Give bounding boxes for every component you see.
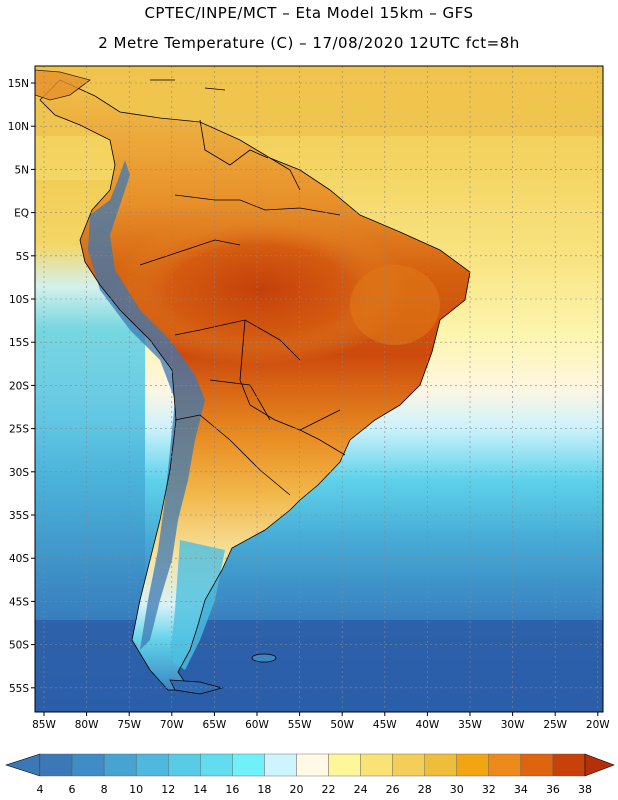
lon-label: 30W	[501, 719, 525, 731]
colorbar-segment	[520, 753, 554, 777]
lat-label: 15S	[9, 337, 29, 349]
colorbar-label: 16	[225, 783, 239, 796]
colorbar-segment	[328, 753, 361, 777]
lat-label: 5N	[14, 164, 29, 176]
colorbar-label: 38	[578, 783, 592, 796]
colorbar-segment	[360, 753, 393, 777]
colorbar-label: 12	[161, 783, 175, 796]
map-title-line1: CPTEC/INPE/MCT – Eta Model 15km – GFS	[144, 4, 474, 22]
colorbar-left-arrow	[5, 753, 41, 777]
map-title-line2: 2 Metre Temperature (C) – 17/08/2020 12U…	[98, 34, 520, 52]
lon-label: 65W	[203, 719, 227, 731]
latitude-axis: 15N 10N 5N EQ 5S 10S 15S 20S 25S 30S 35S 40S 45S 50S 5…	[8, 78, 35, 695]
lat-label: 50S	[9, 640, 29, 652]
colorbar-label: 30	[450, 783, 464, 796]
colorbar-segment	[168, 753, 201, 777]
colorbar-label: 34	[514, 783, 528, 796]
lat-label: 25S	[9, 424, 29, 436]
colorbar-label: 22	[322, 783, 336, 796]
lon-label: 45W	[373, 719, 397, 731]
lon-label: 25W	[543, 719, 567, 731]
andes-cold-strip	[88, 160, 205, 650]
lat-label: 10S	[9, 294, 29, 306]
lon-label: 60W	[245, 719, 269, 731]
lon-label: 70W	[160, 719, 184, 731]
colorbar-segment	[264, 753, 297, 777]
colorbar-segment	[552, 753, 586, 777]
colorbar-segment	[200, 753, 233, 777]
colorbar-segment	[392, 753, 425, 777]
amazon-hot-core	[110, 215, 410, 365]
lon-label: 50W	[330, 719, 354, 731]
south-america-landmass	[40, 80, 470, 690]
colorbar-segment	[39, 753, 73, 777]
colorbar-label: 14	[193, 783, 207, 796]
colorbar-label: 10	[129, 783, 143, 796]
lon-label: 20W	[586, 719, 610, 731]
colorbar-label: 18	[257, 783, 271, 796]
plot-frame	[34, 65, 604, 713]
lat-label: 55S	[9, 683, 29, 695]
colorbar-label: 20	[289, 783, 303, 796]
patagonia-cool	[170, 540, 225, 670]
colorbar-right-arrow	[584, 753, 615, 777]
temperature-colorbar: 4 6 8 10 12 14 16 18 20 22 24 26 28 30 32 34 36 38	[5, 753, 615, 796]
colorbar-segment	[135, 753, 169, 777]
caribbean-islands	[150, 79, 226, 91]
lat-label: 45S	[9, 596, 29, 608]
country-borders	[39, 79, 471, 691]
colorbar-label: 36	[546, 783, 560, 796]
lon-label: 80W	[75, 719, 99, 731]
tierra-del-fuego	[169, 679, 224, 695]
colorbar-segment	[424, 753, 457, 777]
colorbar-segment	[103, 753, 137, 777]
lat-label: 15N	[8, 78, 29, 90]
lat-label: 35S	[9, 510, 29, 522]
falkland-islands	[251, 653, 277, 663]
lon-label: 85W	[32, 719, 56, 731]
lon-label: 35W	[458, 719, 482, 731]
colorbar-segment	[488, 753, 522, 777]
colorbar-label: 8	[101, 783, 108, 796]
lat-label: 10N	[8, 121, 29, 133]
southern-ocean-field	[35, 620, 603, 712]
lon-label: 75W	[117, 719, 141, 731]
lon-label: 40W	[416, 719, 440, 731]
lat-label: 5S	[16, 251, 30, 263]
colorbar-label: 6	[69, 783, 76, 796]
colorbar-segment	[456, 753, 490, 777]
colorbar-label: 28	[418, 783, 432, 796]
lat-label: 40S	[9, 553, 29, 565]
lat-label: 30S	[9, 467, 29, 479]
lat-label: EQ	[14, 208, 29, 220]
lon-label: 55W	[288, 719, 312, 731]
colorbar-label: 26	[386, 783, 400, 796]
colorbar-segment	[71, 753, 105, 777]
lat-label: 20S	[9, 380, 29, 392]
central-america	[35, 69, 91, 101]
colorbar-label: 24	[354, 783, 368, 796]
northeast-hot-zone	[350, 265, 440, 345]
colorbar-segment	[296, 753, 329, 777]
colorbar-label: 4	[37, 783, 44, 796]
colorbar-segment	[232, 753, 265, 777]
longitude-axis: 85W 80W 75W 70W 65W 60W 55W 50W 45W 40W 35W 30W 25W 2…	[32, 712, 610, 731]
colorbar-label: 32	[482, 783, 496, 796]
